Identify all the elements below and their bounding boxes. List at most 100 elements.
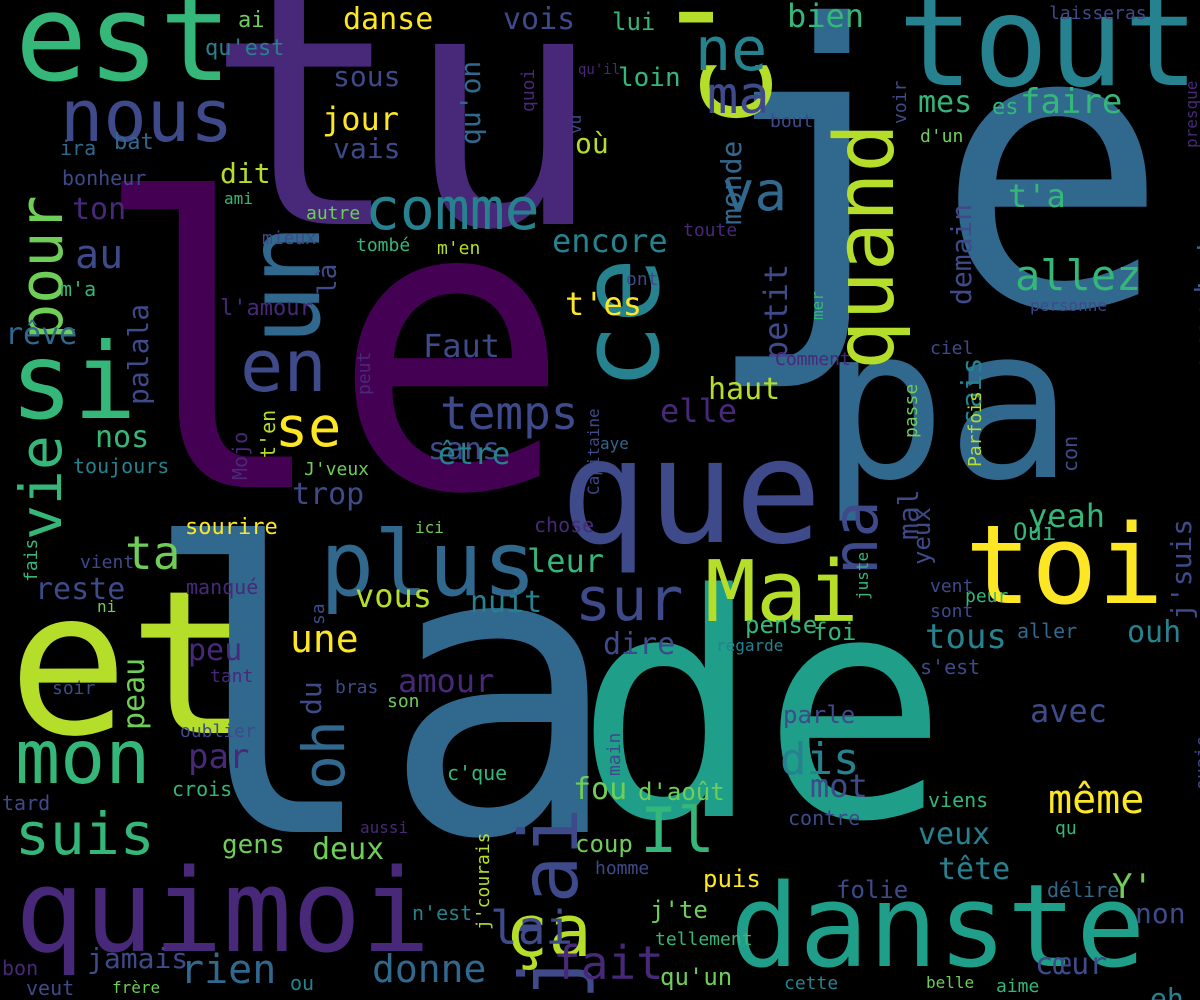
cloud-word: je <box>700 0 1170 397</box>
cloud-word: frère <box>112 978 161 997</box>
cloud-word: qu'un <box>660 963 733 991</box>
cloud-word: être <box>438 437 511 472</box>
cloud-word: au <box>75 232 124 278</box>
cloud-word: vu <box>566 114 585 134</box>
cloud-word: danste <box>730 860 1146 994</box>
cloud-word: soir <box>52 678 96 699</box>
cloud-word: lai <box>490 901 574 955</box>
cloud-word: regarde <box>716 636 784 655</box>
cloud-word: dis <box>780 734 860 785</box>
cloud-word: m'en <box>437 238 481 259</box>
cloud-word: monde <box>715 140 748 225</box>
cloud-word: vois <box>503 2 576 37</box>
cloud-word: dire <box>603 627 676 662</box>
cloud-word: ira <box>60 136 97 160</box>
cloud-word: contre <box>788 806 861 830</box>
cloud-word: va <box>722 160 788 223</box>
cloud-word: sans <box>428 432 501 467</box>
cloud-word: en <box>240 324 327 408</box>
cloud-word: pense <box>745 611 818 639</box>
cloud-word: dit <box>220 157 271 190</box>
cloud-word: bras <box>335 677 379 698</box>
cloud-word: tous <box>925 617 1007 657</box>
cloud-word: Parfois <box>965 391 986 467</box>
cloud-word: voir <box>890 80 911 124</box>
cloud-word: puis <box>703 865 761 893</box>
cloud-word: que <box>560 408 822 577</box>
cloud-word: non <box>1135 897 1186 930</box>
cloud-word: une <box>290 617 359 661</box>
cloud-word: aller <box>1017 619 1078 643</box>
cloud-word: n'est <box>412 901 473 925</box>
cloud-word: leur <box>527 542 605 580</box>
cloud-word: donne <box>372 947 487 991</box>
cloud-word: peau <box>117 657 152 730</box>
cloud-word: vent <box>930 576 974 597</box>
cloud-word: mon <box>15 713 151 801</box>
cloud-word: crois <box>172 777 233 801</box>
cloud-word: j'suis <box>1165 518 1198 620</box>
cloud-word: quoi <box>518 68 539 112</box>
cloud-word: tout <box>898 0 1200 115</box>
cloud-word: quand <box>818 123 913 370</box>
cloud-word: là <box>313 263 343 295</box>
cloud-word: j'te <box>650 896 708 924</box>
cloud-word: eh <box>1150 982 1184 1000</box>
cloud-word: et <box>8 548 249 781</box>
cloud-word: suis <box>15 800 155 868</box>
cloud-word: t'a <box>1008 177 1066 215</box>
cloud-word: Y' <box>1112 867 1153 907</box>
cloud-word: juste <box>853 551 872 600</box>
cloud-word: folie <box>836 876 909 904</box>
cloud-word: bien <box>787 0 865 35</box>
cloud-word: viens <box>928 788 989 812</box>
cloud-word: qu'on <box>454 60 487 145</box>
cloud-word: Oui <box>1013 518 1057 546</box>
cloud-word: tard <box>2 791 51 815</box>
cloud-word: sa <box>308 603 329 625</box>
cloud-word: main <box>604 732 625 776</box>
cloud-word: es <box>992 95 1019 120</box>
cloud-word: cœur <box>1035 947 1108 982</box>
cloud-word: si <box>10 321 137 443</box>
cloud-word: Laisse <box>1192 188 1200 290</box>
cloud-word: où <box>575 127 609 160</box>
cloud-word: nos <box>95 420 150 455</box>
cloud-word: peut <box>354 351 375 395</box>
cloud-word: ciel <box>930 338 974 359</box>
cloud-word: du <box>295 681 328 715</box>
cloud-word: yeah <box>1028 497 1106 535</box>
cloud-word: belle <box>926 973 975 992</box>
cloud-word: ouh <box>1127 615 1182 650</box>
cloud-word: ça <box>505 889 592 973</box>
cloud-word: mer <box>808 291 827 320</box>
cloud-word: t'es <box>565 285 643 323</box>
cloud-word: d'août <box>638 778 725 806</box>
cloud-word: J'veux <box>304 459 370 480</box>
cloud-word: fait <box>553 936 664 990</box>
cloud-word: gens <box>222 830 285 860</box>
cloud-word: vie <box>7 435 75 540</box>
cloud-word: m'a <box>60 277 97 301</box>
cloud-word: lui <box>612 8 656 36</box>
cloud-word: petit <box>757 263 795 360</box>
cloud-word: peu <box>188 633 243 668</box>
cloud-word: t'en <box>256 409 280 458</box>
cloud-word: laisseras <box>1049 3 1147 24</box>
cloud-word: sourire <box>185 515 278 540</box>
cloud-word: plus <box>320 512 537 617</box>
cloud-word: ne <box>695 15 768 85</box>
cloud-word: manqué <box>186 575 259 599</box>
cloud-word: fou <box>573 772 628 807</box>
cloud-word: qu <box>1055 818 1077 839</box>
cloud-word: ici <box>415 518 444 537</box>
cloud-word: loin <box>618 63 681 93</box>
cloud-word: veut <box>26 976 75 1000</box>
cloud-word: Comment <box>775 349 851 370</box>
cloud-word: palala <box>122 303 155 405</box>
cloud-word: rêve <box>5 317 78 352</box>
cloud-word: de <box>575 529 949 890</box>
cloud-word: bat <box>114 130 154 155</box>
cloud-word: son <box>387 691 420 712</box>
cloud-word: qu'est <box>205 36 285 61</box>
